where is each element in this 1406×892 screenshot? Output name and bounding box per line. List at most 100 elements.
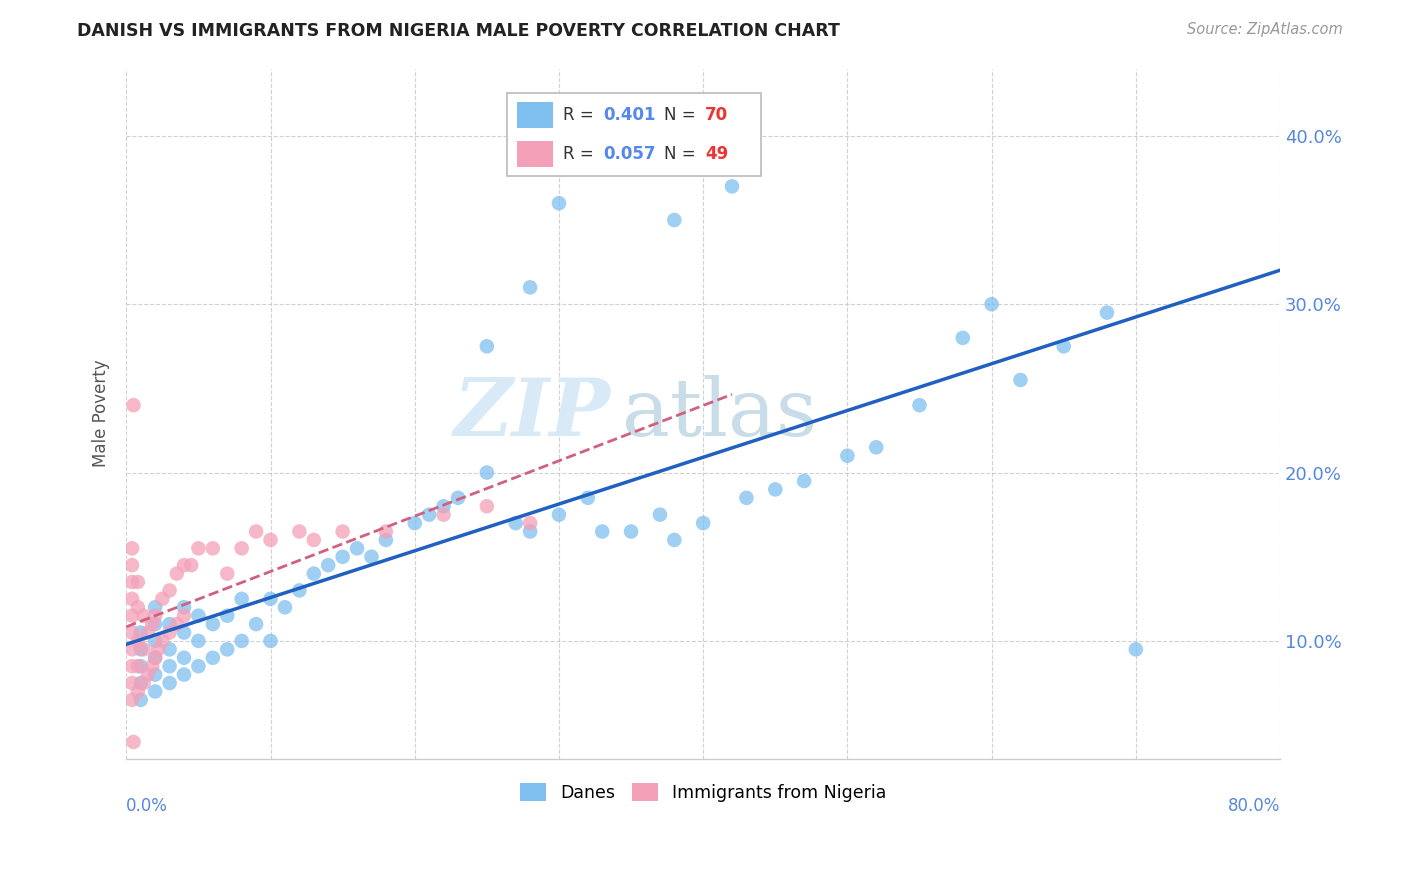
Point xyxy=(519,516,541,530)
Point xyxy=(591,524,613,539)
Point xyxy=(132,676,155,690)
Point xyxy=(1053,339,1076,353)
Point xyxy=(122,735,145,749)
Point xyxy=(980,297,1002,311)
Point xyxy=(475,500,498,514)
Point xyxy=(121,558,143,573)
Point xyxy=(418,508,440,522)
Point xyxy=(217,608,239,623)
Text: 80.0%: 80.0% xyxy=(1227,797,1279,814)
Point xyxy=(150,634,173,648)
Point xyxy=(447,491,470,505)
Point xyxy=(173,600,195,615)
Point xyxy=(127,659,149,673)
Point xyxy=(129,693,152,707)
Point xyxy=(374,533,396,547)
Point xyxy=(548,508,571,522)
Point xyxy=(127,600,149,615)
Point xyxy=(505,516,527,530)
Point xyxy=(121,625,143,640)
Text: 0.0%: 0.0% xyxy=(127,797,169,814)
Point xyxy=(187,659,209,673)
Point xyxy=(166,617,188,632)
Point xyxy=(121,574,143,589)
Point xyxy=(721,179,744,194)
Point xyxy=(159,676,181,690)
Text: ZIP: ZIP xyxy=(454,375,610,452)
Point xyxy=(121,608,143,623)
Point xyxy=(159,642,181,657)
Point xyxy=(143,617,166,632)
Point xyxy=(346,541,368,556)
Point xyxy=(952,331,974,345)
Point xyxy=(143,650,166,665)
Point xyxy=(187,541,209,556)
Point xyxy=(404,516,426,530)
Point xyxy=(121,642,143,657)
Point xyxy=(217,566,239,581)
Point xyxy=(143,600,166,615)
Point xyxy=(865,440,887,454)
Point xyxy=(475,339,498,353)
Point xyxy=(519,524,541,539)
Point xyxy=(620,524,643,539)
Point xyxy=(259,634,281,648)
Point xyxy=(127,574,149,589)
Point xyxy=(180,558,202,573)
Point xyxy=(548,196,571,211)
Point xyxy=(141,617,163,632)
Point xyxy=(432,500,454,514)
Point xyxy=(763,483,786,497)
Point xyxy=(122,398,145,412)
Point xyxy=(288,524,311,539)
Point xyxy=(159,625,181,640)
Legend: Danes, Immigrants from Nigeria: Danes, Immigrants from Nigeria xyxy=(513,776,893,809)
Y-axis label: Male Poverty: Male Poverty xyxy=(93,359,110,467)
Point xyxy=(136,667,159,681)
Point xyxy=(692,516,714,530)
Point xyxy=(302,566,325,581)
Point xyxy=(129,625,152,640)
Point xyxy=(245,617,267,632)
Point xyxy=(121,541,143,556)
Point xyxy=(143,634,166,648)
Point xyxy=(159,617,181,632)
Point xyxy=(519,280,541,294)
Point xyxy=(302,533,325,547)
Text: DANISH VS IMMIGRANTS FROM NIGERIA MALE POVERTY CORRELATION CHART: DANISH VS IMMIGRANTS FROM NIGERIA MALE P… xyxy=(77,22,841,40)
Point xyxy=(159,583,181,598)
Point xyxy=(245,524,267,539)
Point xyxy=(136,625,159,640)
Point xyxy=(143,608,166,623)
Point xyxy=(217,642,239,657)
Point xyxy=(141,659,163,673)
Point xyxy=(793,474,815,488)
Point xyxy=(231,591,253,606)
Point xyxy=(173,558,195,573)
Point xyxy=(201,617,224,632)
Point xyxy=(173,608,195,623)
Point xyxy=(127,684,149,698)
Point xyxy=(664,213,686,227)
Point xyxy=(374,524,396,539)
Point xyxy=(187,634,209,648)
Point xyxy=(259,533,281,547)
Point xyxy=(1125,642,1147,657)
Point xyxy=(166,566,188,581)
Point xyxy=(127,634,149,648)
Point xyxy=(132,642,155,657)
Point xyxy=(1010,373,1032,387)
Point xyxy=(432,508,454,522)
Point xyxy=(129,642,152,657)
Point xyxy=(837,449,859,463)
Point xyxy=(360,549,382,564)
Point xyxy=(576,491,599,505)
Point xyxy=(173,667,195,681)
Point xyxy=(332,524,354,539)
Point xyxy=(475,466,498,480)
Point xyxy=(173,650,195,665)
Point xyxy=(1095,305,1118,319)
Point xyxy=(316,558,339,573)
Point xyxy=(231,634,253,648)
Point xyxy=(664,533,686,547)
